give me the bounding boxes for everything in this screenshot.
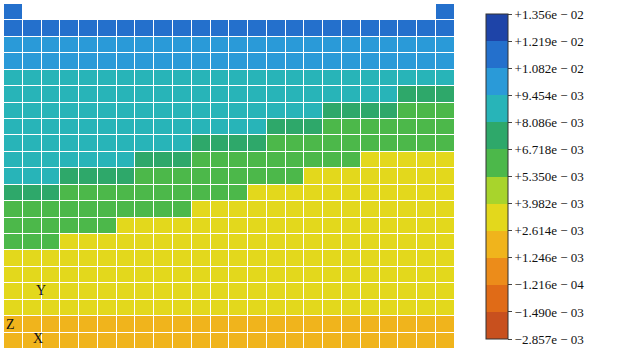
svg-text:+5.350e − 03: +5.350e − 03 <box>515 169 584 184</box>
svg-text:+1.082e − 02: +1.082e − 02 <box>515 61 584 76</box>
svg-text:+9.454e − 03: +9.454e − 03 <box>515 88 584 103</box>
svg-text:X: X <box>33 331 43 346</box>
svg-text:+2.614e − 03: +2.614e − 03 <box>515 223 584 238</box>
svg-text:+1.246e − 03: +1.246e − 03 <box>515 250 584 265</box>
svg-text:−2.857e − 03: −2.857e − 03 <box>515 332 584 347</box>
svg-text:−1.216e − 04: −1.216e − 04 <box>515 277 585 292</box>
svg-text:+3.982e − 03: +3.982e − 03 <box>515 196 584 211</box>
svg-text:+8.086e − 03: +8.086e − 03 <box>515 115 584 130</box>
svg-text:+1.219e − 02: +1.219e − 02 <box>515 34 584 49</box>
svg-text:Z: Z <box>6 317 15 332</box>
svg-text:+1.356e − 02: +1.356e − 02 <box>515 7 584 22</box>
svg-text:−1.490e − 03: −1.490e − 03 <box>515 304 584 319</box>
svg-text:Y: Y <box>36 283 46 298</box>
svg-text:+6.718e − 03: +6.718e − 03 <box>515 142 584 157</box>
